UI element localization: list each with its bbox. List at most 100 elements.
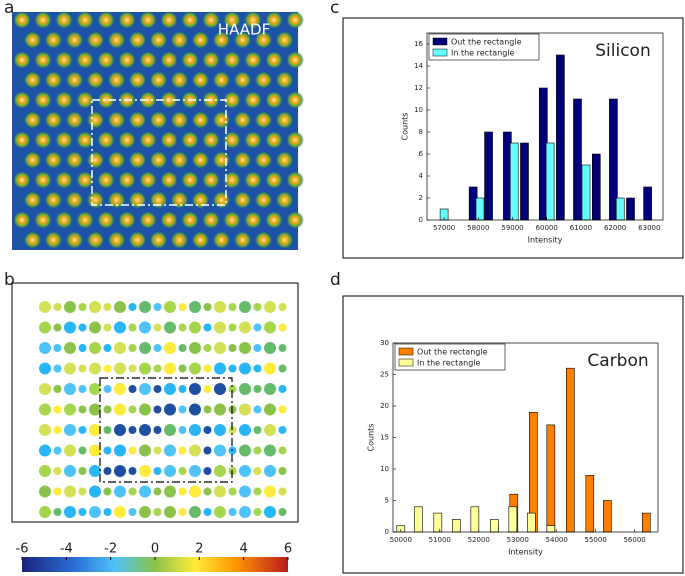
map-dot — [153, 344, 162, 352]
atom — [13, 91, 31, 109]
x-tick-label: 52000 — [468, 536, 490, 544]
atom — [160, 211, 178, 229]
atom — [233, 191, 252, 209]
bar — [509, 142, 519, 221]
bar — [508, 506, 518, 533]
atom — [34, 171, 52, 189]
map-dot — [178, 303, 187, 311]
y-tick-label: 15 — [380, 434, 389, 442]
atom — [107, 111, 126, 129]
atom — [128, 111, 147, 129]
atom — [149, 111, 168, 129]
bar — [546, 424, 556, 533]
atom — [202, 131, 220, 149]
map-dot — [239, 444, 251, 457]
y-tick-label: 10 — [380, 465, 389, 473]
x-tick-label: 54000 — [546, 536, 568, 544]
map-dot — [64, 403, 76, 416]
atom — [212, 151, 231, 169]
atom — [244, 91, 262, 109]
atom — [13, 51, 31, 69]
map-dot — [239, 506, 251, 518]
x-tick-label: 60000 — [536, 224, 558, 232]
map-dot — [253, 405, 262, 414]
map-dot — [53, 344, 62, 352]
atom — [128, 191, 147, 209]
panel-frame — [342, 17, 684, 259]
map-dot — [114, 444, 126, 457]
map-dot — [203, 364, 212, 373]
axes-frame — [392, 342, 659, 533]
atom — [223, 51, 241, 69]
map-dot — [39, 403, 51, 416]
map-dot — [103, 487, 112, 496]
atom — [275, 71, 294, 89]
y-tick-label: 12 — [414, 84, 423, 92]
bar — [545, 142, 555, 221]
x-tick-label: 57000 — [433, 224, 455, 232]
atom — [118, 11, 136, 29]
map-dot — [64, 444, 76, 457]
chart-title: Carbon — [587, 351, 648, 371]
atom — [170, 231, 189, 249]
bar — [643, 186, 652, 221]
colorbar — [22, 557, 288, 572]
map-dot — [53, 385, 62, 393]
atom — [160, 51, 178, 69]
map-dot — [178, 446, 187, 455]
atom — [170, 191, 189, 209]
atom — [65, 191, 84, 209]
atom — [128, 31, 147, 49]
map-dot — [139, 301, 151, 313]
atom — [149, 151, 168, 169]
map-dot — [39, 321, 51, 334]
map-dot — [214, 403, 226, 416]
atom — [55, 11, 73, 29]
x-axis-label: Intensity — [528, 236, 563, 245]
y-tick-label: 30 — [380, 339, 389, 347]
map-dot — [53, 323, 62, 332]
atom — [286, 211, 304, 229]
bar — [475, 197, 485, 221]
map-dot — [253, 508, 262, 516]
map-dot — [89, 342, 101, 354]
legend-label: Out the rectangle — [451, 38, 522, 47]
map-dot — [189, 424, 201, 436]
atom — [86, 151, 105, 169]
map-dot — [89, 403, 101, 416]
legend — [428, 33, 540, 61]
map-dot — [178, 405, 187, 414]
atom — [275, 231, 294, 249]
map-dot — [64, 362, 76, 375]
colorbar-tick-label: 2 — [195, 542, 203, 557]
atom — [55, 51, 73, 69]
bar — [585, 474, 595, 533]
atom — [65, 111, 84, 129]
map-dot — [228, 323, 237, 332]
map-dot — [89, 424, 101, 436]
atom — [65, 151, 84, 169]
panel-label: a — [4, 0, 14, 18]
map-dot — [278, 303, 287, 311]
map-dot — [164, 485, 176, 498]
map-dot — [203, 344, 212, 352]
atom — [65, 31, 84, 49]
map-dot — [178, 508, 187, 516]
map-dot — [103, 426, 112, 434]
x-tick-label: 56000 — [623, 536, 645, 544]
atom — [170, 31, 189, 49]
atom — [223, 171, 241, 189]
map-dot — [189, 342, 201, 354]
map-dot — [103, 446, 112, 455]
map-dot — [153, 364, 162, 373]
bar — [546, 525, 556, 533]
atom — [23, 231, 42, 249]
atom — [181, 51, 199, 69]
map-dot — [128, 303, 137, 311]
atom — [118, 211, 136, 229]
legend-swatch — [398, 347, 414, 356]
atom — [76, 131, 94, 149]
map-dot — [153, 467, 162, 475]
map-dot — [203, 385, 212, 393]
map-dot — [239, 383, 251, 395]
